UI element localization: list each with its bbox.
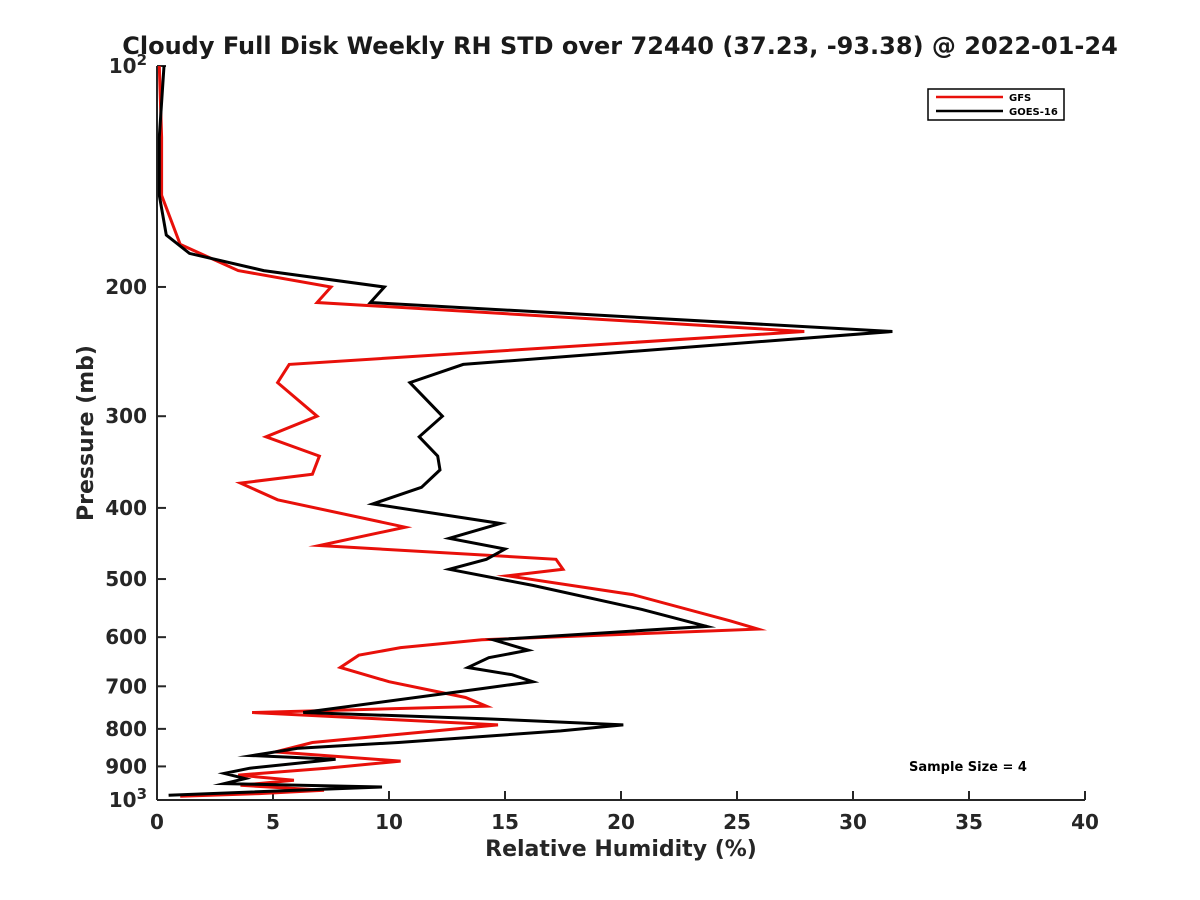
y-axis-label: Pressure (mb) bbox=[74, 345, 99, 521]
y-tick-label: 600 bbox=[105, 625, 147, 649]
x-tick-label: 40 bbox=[1071, 810, 1099, 834]
y-tick-label-base: 10 bbox=[109, 54, 137, 78]
x-ticks: 0 5 10 15 20 25 30 35 40 bbox=[150, 791, 1099, 834]
y-tick-label-base: 500 bbox=[105, 567, 147, 591]
x-tick-label: 25 bbox=[723, 810, 751, 834]
y-tick-label-base: 400 bbox=[105, 496, 147, 520]
chart-title: Cloudy Full Disk Weekly RH STD over 7244… bbox=[122, 32, 1118, 60]
y-tick-label-base: 10 bbox=[109, 788, 137, 812]
legend-label-gfs: GFS bbox=[1009, 93, 1031, 104]
legend: GFS GOES-16 bbox=[927, 88, 1065, 121]
y-tick-label-exponent: 2 bbox=[137, 51, 147, 69]
y-tick-label: 500 bbox=[105, 567, 147, 591]
x-tick-label: 10 bbox=[375, 810, 403, 834]
y-tick-label: 400 bbox=[105, 496, 147, 520]
legend-label-goes-16: GOES-16 bbox=[1009, 107, 1058, 118]
y-tick-label: 900 bbox=[105, 754, 147, 778]
y-tick-label-base: 600 bbox=[105, 625, 147, 649]
x-tick-label: 0 bbox=[150, 810, 164, 834]
plot-area bbox=[156, 66, 1085, 801]
y-tick-label-base: 900 bbox=[105, 754, 147, 778]
x-tick-label: 35 bbox=[955, 810, 983, 834]
sample-size-annotation: Sample Size = 4 bbox=[909, 760, 1027, 775]
y-tick-label-base: 700 bbox=[105, 674, 147, 698]
x-axis-label: Relative Humidity (%) bbox=[485, 837, 757, 862]
y-tick-label-base: 300 bbox=[105, 404, 147, 428]
y-tick-label-base: 200 bbox=[105, 275, 147, 299]
y-tick-label-base: 800 bbox=[105, 717, 147, 741]
y-tick-label: 700 bbox=[105, 674, 147, 698]
y-tick-label: 800 bbox=[105, 717, 147, 741]
y-tick-label: 300 bbox=[105, 404, 147, 428]
x-tick-label: 15 bbox=[491, 810, 519, 834]
x-tick-label: 20 bbox=[607, 810, 635, 834]
y-tick-label-exponent: 3 bbox=[137, 785, 147, 803]
legend-box bbox=[927, 88, 1065, 121]
series-lines bbox=[157, 65, 893, 798]
series-line-gfs bbox=[157, 65, 805, 798]
x-tick-label: 30 bbox=[839, 810, 867, 834]
series-line-goes-16 bbox=[157, 65, 893, 797]
y-tick-label: 103 bbox=[109, 785, 147, 812]
y-tick-label: 200 bbox=[105, 275, 147, 299]
y-tick-label: 102 bbox=[109, 51, 147, 78]
x-tick-label: 5 bbox=[266, 810, 280, 834]
